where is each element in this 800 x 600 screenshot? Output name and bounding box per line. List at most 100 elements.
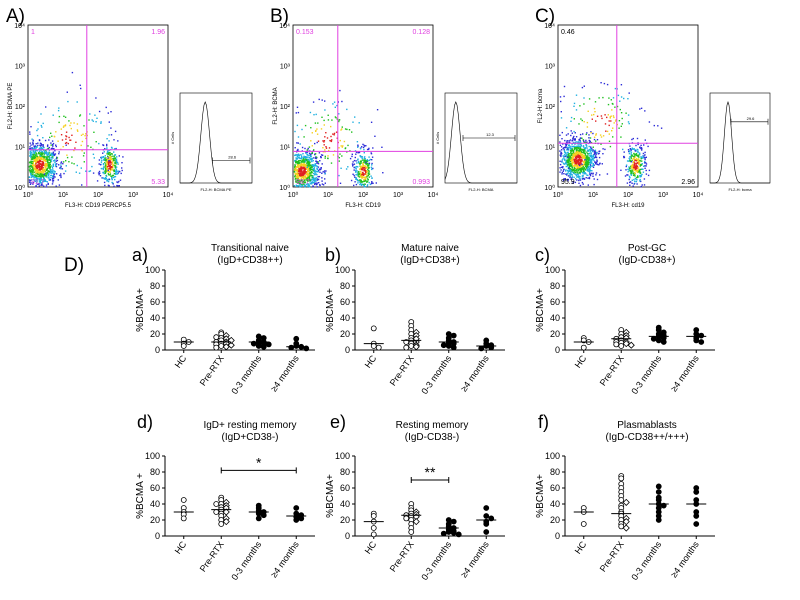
subtitle-text: (IgD+CD38-) — [221, 432, 279, 443]
event-dot — [584, 172, 586, 175]
event-dot — [364, 186, 366, 188]
event-dot — [54, 163, 57, 165]
event-dot — [301, 174, 303, 176]
event-dot — [52, 169, 54, 172]
event-dot — [46, 163, 48, 166]
x-tick-label: Pre-RTX — [388, 353, 416, 387]
event-dot — [587, 158, 590, 160]
event-dot — [600, 143, 602, 145]
event-dot — [366, 160, 369, 163]
event-dot — [109, 171, 111, 173]
event-dot — [60, 162, 62, 164]
event-dot — [114, 175, 117, 178]
data-point — [580, 344, 587, 351]
event-dot — [589, 137, 592, 139]
event-dot — [56, 159, 59, 162]
event-dot — [112, 161, 114, 163]
event-dot — [115, 169, 118, 171]
event-dot — [597, 153, 600, 155]
event-dot — [573, 169, 576, 171]
event-dot — [568, 153, 570, 155]
event-dot — [329, 139, 331, 142]
event-dot — [297, 154, 299, 156]
quadrant-ul-value: 0.46 — [561, 29, 575, 36]
event-dot — [33, 176, 35, 178]
event-dot — [302, 153, 304, 155]
event-dot — [578, 163, 580, 166]
event-dot — [325, 147, 328, 149]
event-dot — [364, 173, 366, 175]
event-dot — [35, 186, 37, 188]
event-dot — [579, 139, 581, 142]
title-text: Plasmablasts — [617, 420, 677, 431]
event-dot — [583, 164, 585, 166]
event-dot — [628, 152, 631, 155]
event-dot — [630, 174, 633, 176]
subtitle-text: (IgD+CD38+) — [400, 255, 460, 266]
event-dot — [301, 181, 303, 183]
event-dot — [580, 171, 582, 173]
data-point — [180, 343, 187, 349]
event-dot — [570, 147, 572, 150]
event-dot — [559, 167, 561, 169]
event-dot — [617, 94, 620, 97]
event-dot — [110, 163, 112, 165]
event-dot — [578, 155, 581, 157]
event-dot — [581, 155, 583, 158]
event-dot — [41, 153, 43, 155]
data-point — [450, 518, 457, 525]
event-dot — [306, 161, 309, 163]
event-dot — [595, 172, 598, 174]
event-dot — [630, 170, 632, 172]
event-dot — [581, 153, 583, 155]
event-dot — [620, 169, 622, 171]
event-dot — [310, 159, 313, 161]
event-dot — [591, 114, 593, 116]
event-dot — [643, 178, 646, 180]
event-dot — [111, 178, 113, 181]
event-dot — [115, 168, 117, 170]
event-dot — [634, 177, 637, 180]
event-dot — [567, 180, 569, 182]
event-dot — [612, 103, 614, 105]
event-dot — [306, 174, 309, 176]
event-dot — [58, 153, 60, 155]
event-dot — [365, 163, 367, 165]
histogram-x-label: FL2-H: BCMA — [469, 187, 494, 192]
event-dot — [618, 127, 620, 129]
event-dot — [630, 165, 632, 167]
event-dot — [577, 167, 579, 169]
event-dot — [298, 178, 301, 181]
event-dot — [571, 168, 573, 170]
event-dot — [296, 155, 299, 158]
event-dot — [321, 163, 323, 165]
event-dot — [579, 149, 581, 151]
event-dot — [589, 154, 591, 156]
event-dot — [636, 167, 638, 170]
event-dot — [354, 176, 356, 178]
histogram-y-label: # Cells — [170, 132, 175, 144]
x-tick-label: 10⁰ — [288, 191, 299, 199]
event-dot — [107, 173, 109, 175]
event-dot — [311, 166, 313, 168]
event-dot — [121, 167, 123, 169]
event-dot — [314, 122, 317, 124]
event-dot — [45, 151, 47, 153]
event-dot — [587, 163, 590, 166]
event-dot — [38, 152, 41, 155]
event-dot — [573, 130, 575, 133]
data-point — [445, 529, 452, 535]
event-dot — [58, 115, 61, 118]
subtitle-text: (IgD-CD38++/+++) — [605, 432, 689, 443]
event-dot — [349, 157, 352, 160]
event-dot — [341, 146, 343, 148]
event-dot — [559, 171, 561, 173]
event-dot — [585, 155, 587, 157]
event-dot — [573, 135, 575, 138]
event-dot — [51, 147, 54, 149]
event-dot — [109, 164, 111, 167]
data-point — [222, 343, 230, 351]
event-dot — [587, 163, 589, 165]
event-dot — [362, 146, 365, 149]
event-dot — [48, 146, 50, 149]
